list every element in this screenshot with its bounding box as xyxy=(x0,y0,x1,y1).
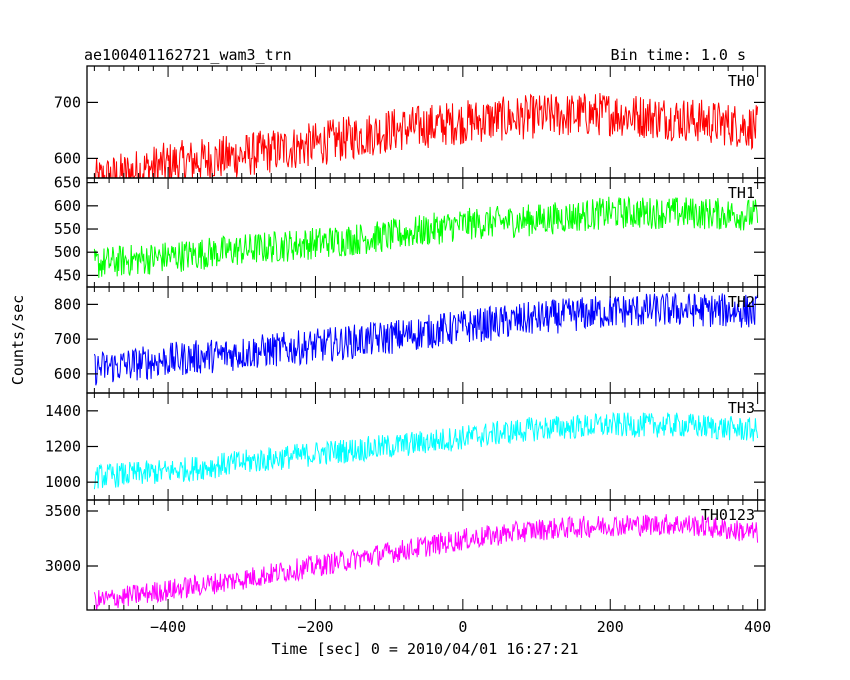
x-tick-label: 400 xyxy=(744,618,771,636)
series-line-th1 xyxy=(93,195,759,278)
y-tick-label: 1000 xyxy=(45,473,81,491)
panel-frame xyxy=(86,177,766,288)
y-tick-label: 450 xyxy=(54,266,81,284)
y-tick-label: 3500 xyxy=(45,502,81,520)
series-label-th3: TH3 xyxy=(728,399,755,417)
y-tick-label: 700 xyxy=(54,330,81,348)
panel-th2: 600 700 800 TH2 xyxy=(54,286,766,394)
x-tick-label: 200 xyxy=(597,618,624,636)
y-tick-label: 1400 xyxy=(45,402,81,420)
y-tick-label: 500 xyxy=(54,243,81,261)
y-tick-label: 3000 xyxy=(45,557,81,575)
y-tick-label: 550 xyxy=(54,220,81,238)
y-tick-label: 800 xyxy=(54,295,81,313)
y-tick-label: 600 xyxy=(54,197,81,215)
series-line-th2 xyxy=(93,292,759,386)
x-tick-label: 0 xyxy=(458,618,467,636)
x-tick-label: −200 xyxy=(297,618,333,636)
x-axis-label: Time [sec] 0 = 2010/04/01 16:27:21 xyxy=(271,640,579,658)
series-line-th3 xyxy=(93,411,759,490)
panel-frame xyxy=(86,499,766,611)
series-line-th0123 xyxy=(93,514,759,610)
chart-title: ae100401162721_wam3_trn xyxy=(84,46,292,64)
panel-th3: 1000 1200 1400 TH3 xyxy=(45,392,766,501)
series-label-th1: TH1 xyxy=(728,184,755,202)
panel-th0: 600 700 TH0 xyxy=(54,65,766,179)
bin-time-label: Bin time: 1.0 s xyxy=(610,46,746,64)
y-tick-label: 650 xyxy=(54,174,81,192)
y-tick-label: 600 xyxy=(54,365,81,383)
series-line-th0 xyxy=(93,92,759,178)
x-tick-label: −400 xyxy=(150,618,186,636)
panel-th1: 450 500 550 600 650 TH1 xyxy=(54,174,766,288)
y-tick-label: 600 xyxy=(54,149,81,167)
series-label-th2: TH2 xyxy=(728,293,755,311)
y-tick-label: 1200 xyxy=(45,438,81,456)
series-label-th0: TH0 xyxy=(728,72,755,90)
y-tick-label: 700 xyxy=(54,93,81,111)
panel-th0123: 3000 3500 TH0123 −400 −200 0 200 400 xyxy=(45,499,771,636)
series-label-th0123: TH0123 xyxy=(701,506,755,524)
